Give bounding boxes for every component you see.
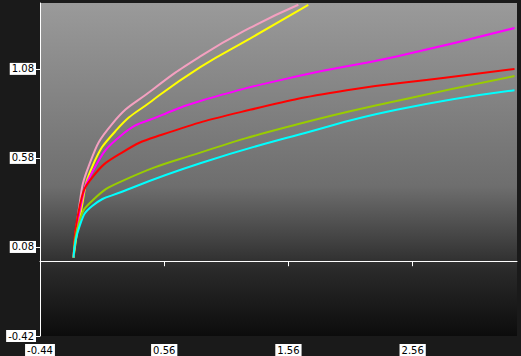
svg-text:0.56: 0.56 [153, 345, 175, 356]
svg-text:-0.44: -0.44 [27, 345, 53, 356]
svg-text:2.56: 2.56 [402, 345, 424, 356]
svg-text:0.58: 0.58 [12, 152, 34, 163]
svg-text:-0.42: -0.42 [8, 331, 34, 342]
svg-text:1.56: 1.56 [277, 345, 299, 356]
svg-text:0.08: 0.08 [12, 241, 34, 252]
svg-text:1.08: 1.08 [12, 63, 34, 74]
